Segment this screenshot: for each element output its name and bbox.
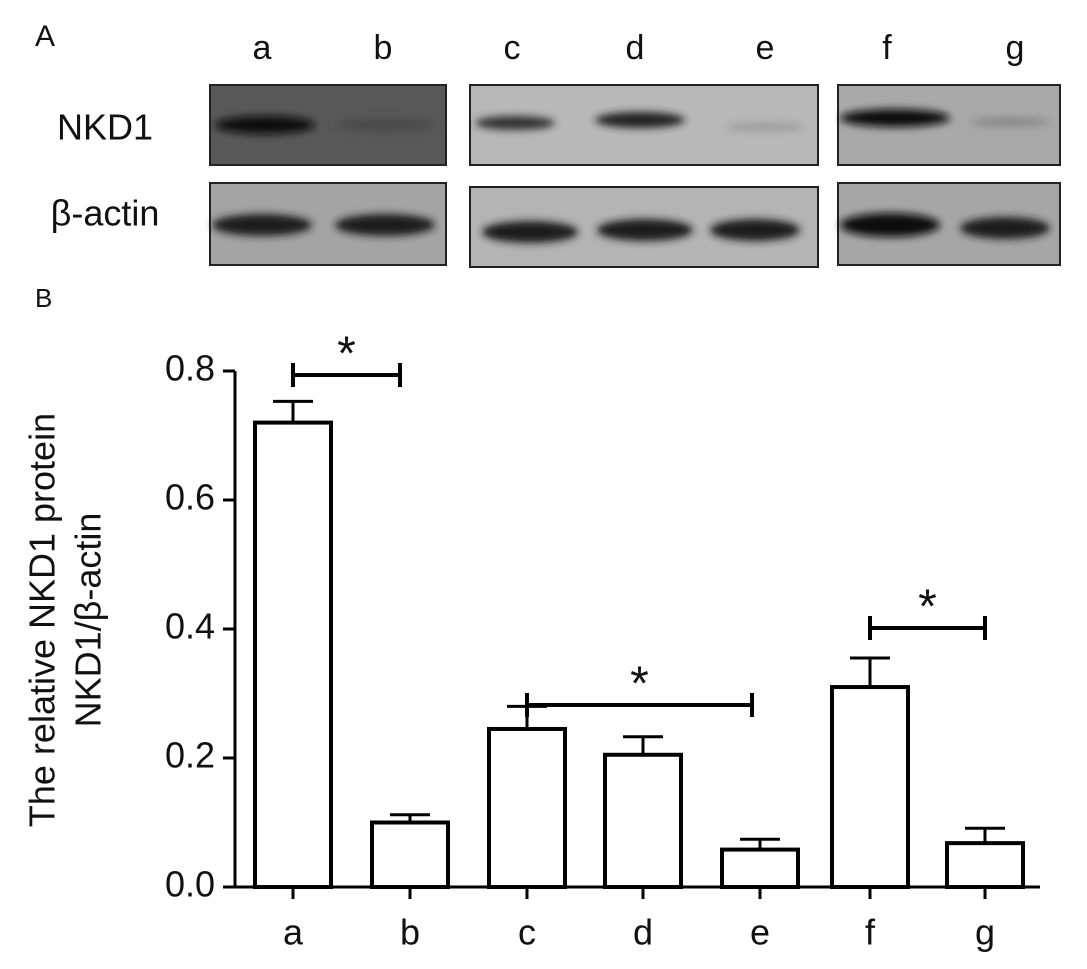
y-axis-title-line: NKD1/β-actin [68, 513, 109, 728]
bar [370, 820, 450, 889]
bar [720, 847, 800, 890]
blot-row-label: β-actin [51, 193, 160, 234]
bar [603, 752, 683, 890]
y-axis-title: The relative NKD1 protein NKD1/β-actin [22, 413, 109, 827]
lane-label: e [756, 29, 775, 67]
x-tick-label: f [865, 912, 876, 953]
significance-mark: * [918, 581, 937, 634]
y-tick-label: 0.4 [165, 606, 215, 647]
y-tick-label: 0.0 [165, 864, 215, 905]
blot-panels [209, 84, 1061, 268]
blot-row-label: NKD1 [57, 107, 153, 148]
y-tick-label: 0.8 [165, 348, 215, 389]
lane-label: c [504, 29, 521, 67]
x-tick-label: e [750, 912, 770, 953]
panel-label: B [35, 283, 52, 313]
x-tick-label: b [400, 912, 420, 953]
lane-label: d [626, 29, 645, 67]
y-tick-label: 0.2 [165, 735, 215, 776]
lane-label: f [882, 29, 892, 67]
x-tick-label: a [283, 912, 304, 953]
significance-mark: * [337, 328, 356, 381]
significance-mark: * [630, 658, 649, 711]
y-axis-title-line: The relative NKD1 protein [22, 413, 63, 827]
bar [945, 841, 1025, 890]
lane-label: a [253, 29, 272, 67]
x-tick-label: g [975, 912, 995, 953]
lane-label: b [374, 29, 393, 67]
panel-label: A [35, 20, 55, 53]
bar [487, 726, 567, 889]
bar [253, 420, 333, 889]
bar [830, 685, 910, 889]
lane-label: g [1006, 29, 1025, 67]
x-tick-label: d [633, 912, 653, 953]
x-tick-label: c [518, 912, 536, 953]
y-tick-label: 0.6 [165, 477, 215, 518]
